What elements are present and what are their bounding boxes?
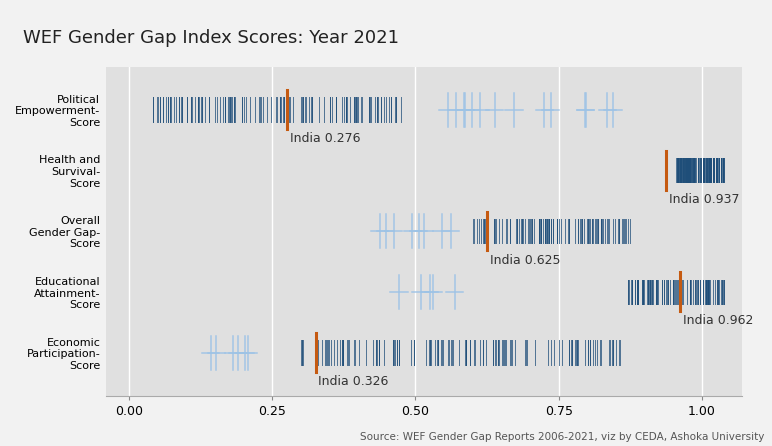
Text: India 0.276: India 0.276 — [290, 132, 361, 145]
Text: India 0.326: India 0.326 — [319, 375, 389, 388]
Text: India 0.937: India 0.937 — [669, 193, 740, 206]
Text: India 0.625: India 0.625 — [490, 253, 560, 267]
Text: WEF Gender Gap Index Scores: Year 2021: WEF Gender Gap Index Scores: Year 2021 — [23, 29, 399, 47]
Text: Source: WEF Gender Gap Reports 2006-2021, viz by CEDA, Ashoka University: Source: WEF Gender Gap Reports 2006-2021… — [360, 432, 764, 442]
Text: India 0.962: India 0.962 — [683, 314, 753, 327]
